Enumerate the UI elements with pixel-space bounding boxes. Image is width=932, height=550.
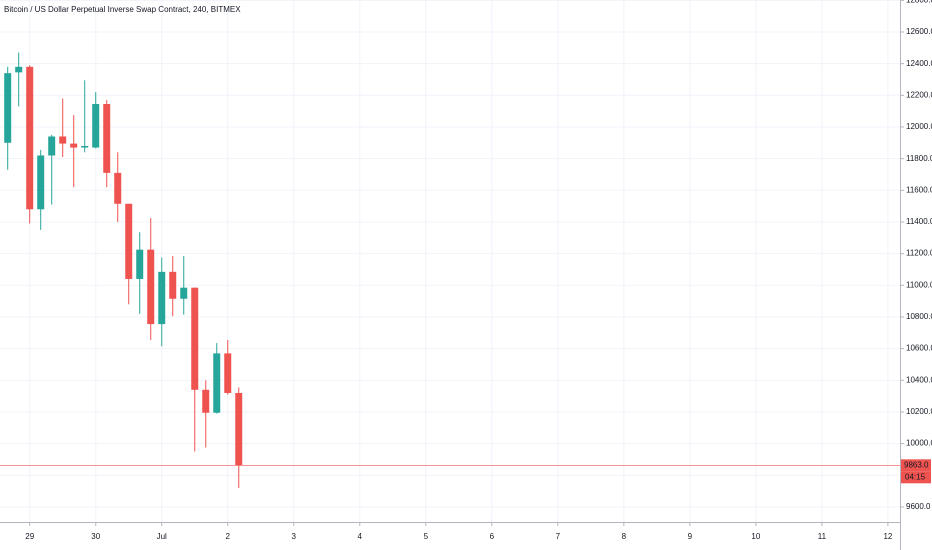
candle-body	[147, 249, 155, 325]
x-tick-label: 8	[622, 532, 627, 541]
x-tick-label: 2	[226, 532, 231, 541]
candle-body	[213, 353, 221, 413]
x-tick-label: 9	[688, 532, 693, 541]
candle-body	[70, 143, 78, 148]
x-tick-label: 29	[25, 532, 34, 541]
candle-body	[235, 392, 243, 466]
y-tick-label: 12200.0	[906, 90, 932, 99]
x-tick-label: 4	[358, 532, 363, 541]
candle-body	[59, 136, 67, 144]
y-tick-label: 11400.0	[906, 217, 932, 226]
x-tick-label: 10	[751, 532, 760, 541]
x-tick-label: Jul	[157, 532, 167, 541]
x-tick-label: 5	[424, 532, 429, 541]
y-tick-label: 11800.0	[906, 154, 932, 163]
candle-body	[103, 104, 111, 173]
candle-body	[224, 353, 232, 393]
countdown-box	[901, 471, 931, 484]
y-tick-label: 11600.0	[906, 185, 932, 194]
y-tick-label: 10800.0	[906, 312, 932, 321]
y-tick-label: 10400.0	[906, 375, 932, 384]
y-tick-label: 12400.0	[906, 59, 932, 68]
y-tick-label: 10600.0	[906, 344, 932, 353]
candle-body	[26, 66, 34, 210]
candle-body	[37, 155, 45, 210]
last-price-box	[901, 459, 931, 472]
y-tick-label: 11200.0	[906, 249, 932, 258]
y-tick-label: 11000.0	[906, 280, 932, 289]
candle-body	[136, 249, 144, 279]
y-tick-label: 12000.0	[906, 122, 932, 131]
x-tick-label: 11	[818, 532, 827, 541]
candle-body	[81, 145, 89, 148]
x-tick-label: 30	[91, 532, 100, 541]
candle-body	[158, 271, 166, 325]
x-tick-label: 3	[292, 532, 297, 541]
y-tick-label: 10000.0	[906, 439, 932, 448]
candle-body	[114, 172, 122, 204]
x-tick-label: 6	[490, 532, 495, 541]
candle-body	[4, 73, 12, 143]
candle-body	[48, 136, 56, 156]
candle-body	[15, 66, 23, 73]
x-tick-label: 7	[556, 532, 561, 541]
y-tick-label: 12800.0	[906, 0, 932, 4]
y-tick-label: 10200.0	[906, 407, 932, 416]
chart-title: Bitcoin / US Dollar Perpetual Inverse Sw…	[4, 5, 241, 14]
candle-body	[180, 287, 188, 299]
x-tick-label: 12	[883, 532, 892, 541]
y-tick-label: 12600.0	[906, 27, 932, 36]
candle-body	[92, 104, 100, 148]
candle-body	[169, 271, 177, 299]
last-price-label: 9863.0	[904, 460, 929, 469]
candle-body	[202, 389, 210, 413]
countdown-label: 04:15	[905, 472, 926, 481]
y-tick-label: 9600.0	[906, 502, 931, 511]
candle-body	[125, 203, 133, 279]
candle-body	[191, 287, 199, 390]
